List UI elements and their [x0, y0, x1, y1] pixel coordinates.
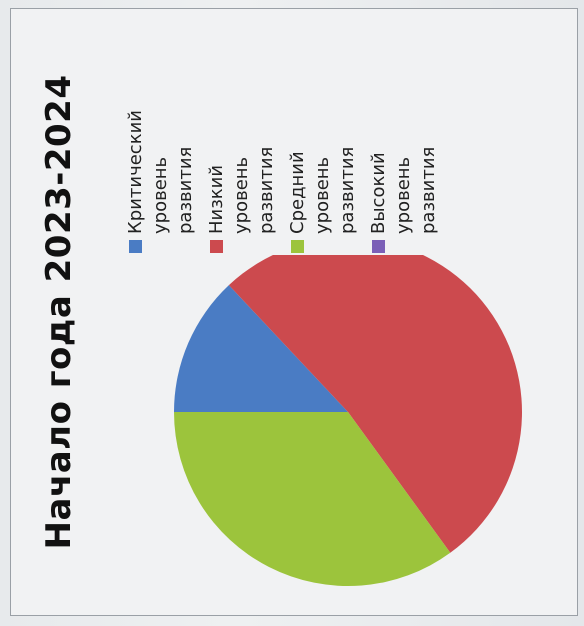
legend-label-low: Низкий уровень развития	[206, 146, 277, 234]
legend-item-low: Низкий уровень развития	[204, 13, 279, 253]
pie-slice-critical	[174, 285, 348, 412]
legend-swatch-medium	[291, 240, 304, 253]
chart-area: Начало года 2023-2024 Критический уровен…	[11, 9, 577, 615]
pie-slice-low	[228, 255, 522, 553]
legend-label-medium: Средний уровень развития	[287, 146, 358, 234]
pie-slice-medium	[174, 412, 451, 587]
pie-chart	[174, 255, 522, 587]
legend-swatch-low	[210, 240, 223, 253]
legend-label-critical: Критический уровень развития	[125, 110, 196, 234]
legend-item-high: Высокий уровень развития	[366, 13, 441, 253]
legend-swatch-high	[372, 240, 385, 253]
legend-item-medium: Средний уровень развития	[285, 13, 360, 253]
legend-label-high: Высокий уровень развития	[368, 146, 439, 234]
chart-legend: Критический уровень развития Низкий уров…	[123, 13, 447, 253]
legend-swatch-critical	[129, 240, 142, 253]
chart-frame: Начало года 2023-2024 Критический уровен…	[10, 8, 578, 616]
legend-item-critical: Критический уровень развития	[123, 13, 198, 253]
